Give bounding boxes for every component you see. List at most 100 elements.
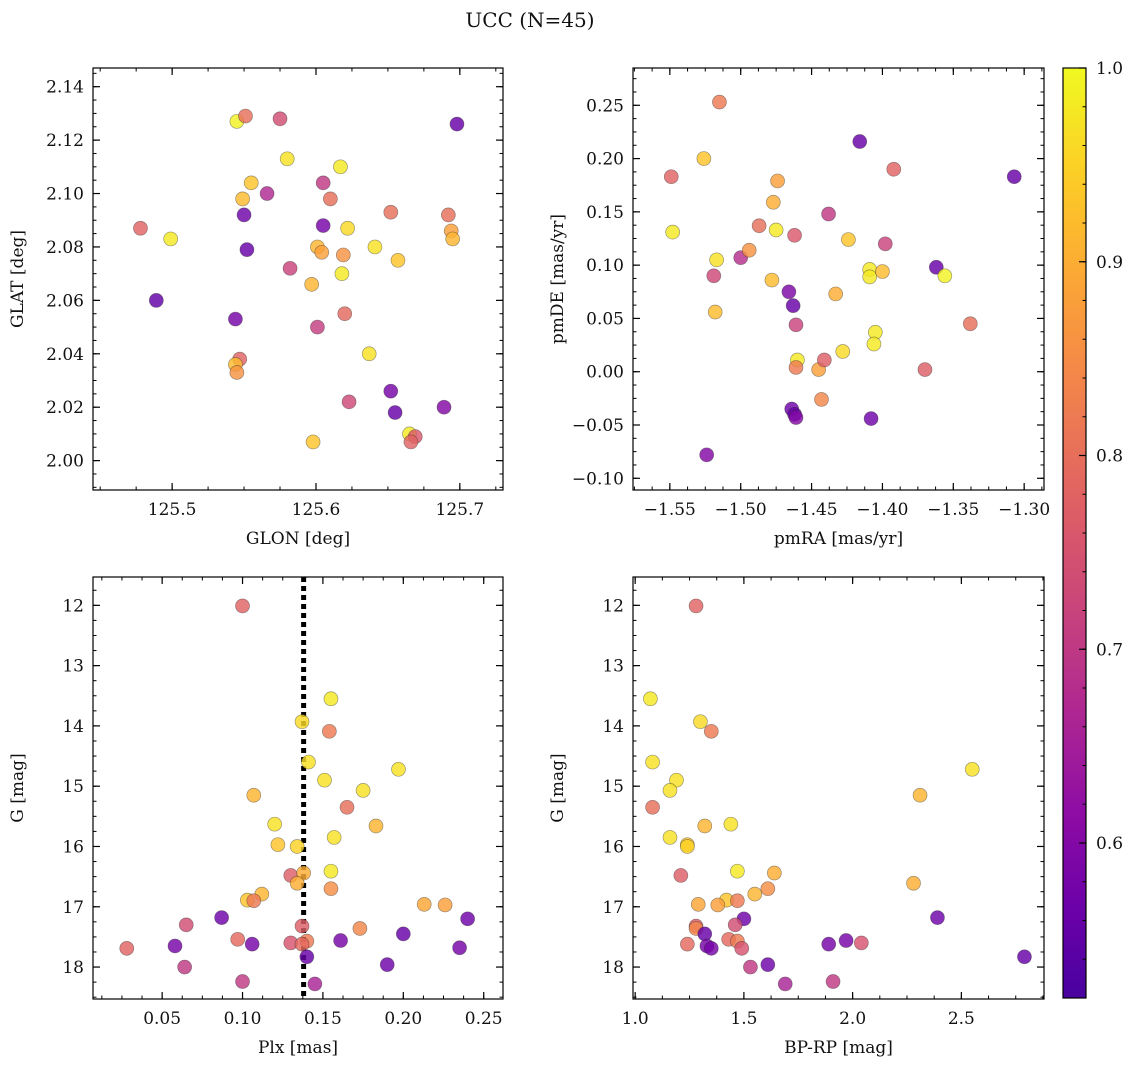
scatter-point <box>706 268 722 284</box>
scatter-point <box>307 976 323 992</box>
scatter-point <box>709 252 724 268</box>
scatter-point <box>314 244 330 260</box>
scatter-point <box>699 447 715 463</box>
y-tick-label: 0.00 <box>586 363 624 383</box>
y-tick-label: 17 <box>62 898 84 918</box>
panels: 125.5 125.6 125.7 2.00 2.02 2.04 2.06 2.08 2.10 2… <box>8 67 1050 1058</box>
scatter-point <box>877 236 893 252</box>
scatter-point <box>917 362 933 377</box>
colorbar-tick-label: 0.7 <box>1096 640 1123 660</box>
scatter-point <box>703 723 719 739</box>
scatter-point <box>862 269 878 285</box>
scatter-point <box>680 839 695 854</box>
plot-frame <box>92 67 504 491</box>
scatter-point <box>764 272 780 288</box>
scatter-point <box>235 974 250 989</box>
y-tick-label: 15 <box>62 777 84 797</box>
scatter-point <box>821 936 837 952</box>
scatter-point <box>355 783 371 798</box>
scatter-point <box>741 242 757 258</box>
scatter-point <box>643 691 658 707</box>
x-tick-label: 125.7 <box>436 500 485 520</box>
scatter-point <box>340 220 355 236</box>
y-axis-label: pmDE [mas/yr] <box>548 214 568 344</box>
scatter-point <box>230 931 246 947</box>
scatter-point <box>696 151 712 166</box>
y-tick-label: 18 <box>62 958 84 978</box>
scatter-point <box>788 360 804 375</box>
scatter-point <box>710 897 726 913</box>
y-tick-label: −0.05 <box>572 416 624 436</box>
scatter-point <box>930 910 945 925</box>
y-tick-label: 2.14 <box>46 78 84 98</box>
scatter-point <box>680 936 695 952</box>
scatter-point <box>688 598 704 614</box>
y-tick-label: 14 <box>62 717 84 737</box>
y-tick-label: 2.06 <box>46 291 84 311</box>
scatter-point <box>449 116 465 132</box>
x-tick-label: −1.45 <box>786 500 838 520</box>
scatter-point <box>928 259 944 275</box>
scatter-point <box>317 772 332 788</box>
scatter-points <box>643 598 1032 992</box>
scatter-point <box>875 264 890 279</box>
scatter-point <box>177 959 192 975</box>
scatter-point <box>379 957 395 972</box>
scatter-point <box>390 252 406 268</box>
scatter-point <box>445 231 460 247</box>
scatter-point <box>788 410 804 425</box>
scatter-point <box>322 723 337 739</box>
scatter-point <box>853 935 869 951</box>
scatter-point <box>228 311 243 327</box>
colorbar-tick-label: 1.0 <box>1096 59 1123 79</box>
scatter-point <box>730 863 745 879</box>
scatter-point <box>665 224 681 240</box>
scatter-point <box>403 434 419 450</box>
scatter-point <box>765 194 781 210</box>
scatter-point <box>645 799 660 815</box>
colorbar-tick-label: 0.8 <box>1096 447 1123 467</box>
scatter-point <box>962 316 978 332</box>
scatter-point <box>734 941 750 956</box>
scatter-point <box>383 383 399 399</box>
scatter-point <box>238 108 253 124</box>
scatter-point <box>964 761 980 777</box>
x-tick-label: 0.15 <box>304 1009 342 1029</box>
scatter-point <box>703 941 719 956</box>
panel-2: −1.55 −1.50 −1.45 −1.40 −1.35 −1.30 −0.10 −0.05… <box>548 67 1050 549</box>
y-tick-label: 18 <box>602 958 624 978</box>
scatter-point <box>239 242 255 257</box>
scatter-point <box>690 897 706 912</box>
scatter-point <box>770 173 785 189</box>
scatter-point <box>852 134 868 149</box>
scatter-points <box>663 94 1022 463</box>
scatter-point <box>838 933 854 948</box>
scatter-point <box>326 830 342 845</box>
scatter-point <box>723 816 739 832</box>
scatter-point <box>760 957 776 972</box>
scatter-point <box>279 151 295 167</box>
scatter-point <box>270 837 286 853</box>
scatter-point <box>863 411 879 426</box>
scatter-point <box>707 304 723 320</box>
scatter-point <box>662 783 678 798</box>
y-tick-label: 2.02 <box>46 398 84 418</box>
plot-frame <box>632 576 1045 1000</box>
scatter-point <box>781 284 797 300</box>
scatter-point <box>289 839 305 854</box>
scatter-point <box>294 936 310 952</box>
scatter-point <box>673 868 689 883</box>
y-tick-label: 12 <box>62 596 84 616</box>
scatter-point <box>816 352 832 368</box>
scatter-point <box>133 220 148 236</box>
scatter-point <box>787 227 802 243</box>
y-tick-label: 0.20 <box>586 150 624 170</box>
y-tick-label: 16 <box>62 837 84 857</box>
scatter-point <box>1017 949 1032 965</box>
y-tick-label: 15 <box>602 777 624 797</box>
panel-3: 0.05 0.10 0.15 0.20 0.25 12 13 14 15 16 17 18 Plx [m… <box>8 576 504 1058</box>
ticks <box>633 577 1044 999</box>
scatter-point <box>178 917 194 933</box>
scatter-point <box>835 344 851 359</box>
